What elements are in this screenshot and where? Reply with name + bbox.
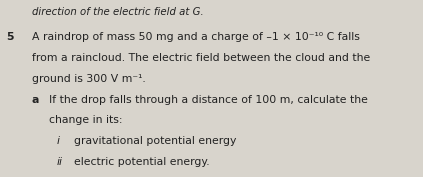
Text: i: i	[57, 136, 60, 146]
Text: ii: ii	[57, 157, 63, 167]
Text: a: a	[32, 95, 39, 104]
Text: change in its:: change in its:	[49, 115, 122, 125]
Text: If the drop falls through a distance of 100 m, calculate the: If the drop falls through a distance of …	[49, 95, 368, 104]
Text: electric potential energy.: electric potential energy.	[74, 157, 210, 167]
Text: A raindrop of mass 50 mg and a charge of –1 × 10⁻¹⁰ C falls: A raindrop of mass 50 mg and a charge of…	[32, 32, 360, 42]
Text: from a raincloud. The electric field between the cloud and the: from a raincloud. The electric field bet…	[32, 53, 370, 63]
Text: direction of the electric field at G.: direction of the electric field at G.	[32, 7, 203, 17]
Text: 5: 5	[6, 32, 14, 42]
Text: gravitational potential energy: gravitational potential energy	[74, 136, 236, 146]
Text: ground is 300 V m⁻¹.: ground is 300 V m⁻¹.	[32, 74, 146, 84]
